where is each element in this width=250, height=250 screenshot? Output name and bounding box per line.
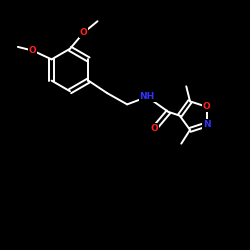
Text: O: O	[151, 124, 158, 133]
Text: N: N	[203, 120, 210, 129]
Text: O: O	[80, 28, 88, 37]
Text: O: O	[203, 102, 211, 111]
Text: NH: NH	[140, 92, 155, 102]
Text: O: O	[29, 46, 37, 55]
